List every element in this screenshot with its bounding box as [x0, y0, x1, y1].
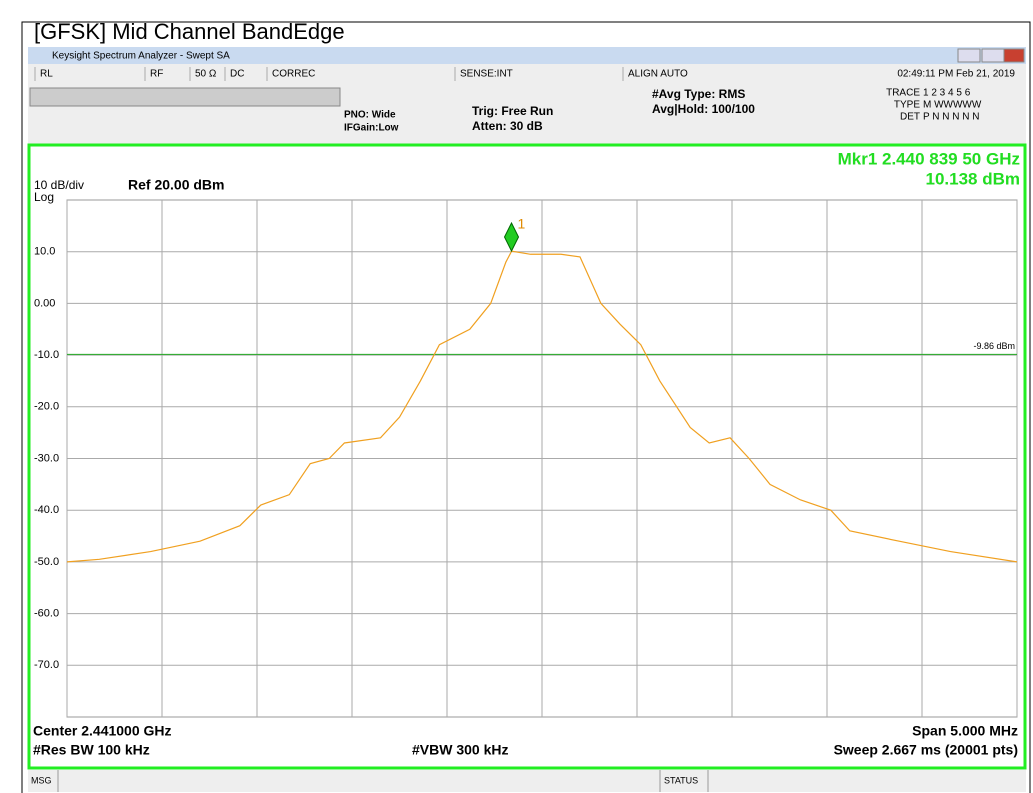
type-label: TYPE — [894, 100, 920, 111]
y-tick-label: -10.0 — [34, 349, 59, 361]
y-tick-label: -60.0 — [34, 608, 59, 620]
marker-level: 10.138 dBm — [926, 169, 1021, 188]
ref-level: Ref 20.00 dBm — [128, 177, 224, 193]
display-line-label: -9.86 dBm — [973, 341, 1015, 351]
close-button[interactable] — [1003, 48, 1025, 63]
y-tick-label: 0.00 — [34, 297, 55, 309]
minimize-button[interactable] — [957, 48, 981, 63]
status-item: RL — [40, 69, 53, 80]
trig: Trig: Free Run — [472, 104, 553, 118]
datetime: 02:49:11 PM Feb 21, 2019 — [897, 69, 1015, 80]
scale: 10 dB/div — [34, 178, 84, 192]
avg-type: #Avg Type: RMS — [652, 87, 745, 101]
sweep: Sweep 2.667 ms (20001 pts) — [834, 742, 1018, 758]
det-values: P N N N N N — [923, 112, 980, 123]
trace — [66, 250, 1018, 563]
rbw: #Res BW 100 kHz — [33, 742, 150, 758]
status-item: DC — [230, 69, 244, 80]
avg-hold: Avg|Hold: 100/100 — [652, 102, 755, 116]
y-tick-label: 10.0 — [34, 246, 55, 258]
y-tick-label: -40.0 — [34, 504, 59, 516]
vbw: #VBW 300 kHz — [412, 742, 508, 758]
status-item: RF — [150, 69, 163, 80]
trace-values: 1 2 3 4 5 6 — [923, 88, 971, 99]
message-bar — [28, 770, 1026, 792]
status: STATUS — [664, 775, 698, 785]
scale-type: Log — [34, 190, 54, 204]
input-box — [29, 87, 341, 107]
y-tick-label: -70.0 — [34, 659, 59, 671]
window-titlebar — [28, 47, 1026, 64]
span: Span 5.000 MHz — [912, 723, 1018, 739]
maximize-button[interactable] — [981, 48, 1005, 63]
page-title: [GFSK] Mid Channel BandEdge — [34, 19, 345, 44]
type-values: M WWWWW — [923, 100, 982, 111]
y-tick-label: -50.0 — [34, 556, 59, 568]
status-item: 50 Ω — [195, 69, 217, 80]
window-title: Keysight Spectrum Analyzer - Swept SA — [52, 51, 230, 62]
ifgain: IFGain:Low — [344, 123, 399, 134]
atten: Atten: 30 dB — [472, 119, 543, 133]
y-tick-label: -20.0 — [34, 401, 59, 413]
y-tick-label: -30.0 — [34, 452, 59, 464]
status-item: ALIGN AUTO — [628, 69, 688, 80]
trace-label: TRACE — [886, 88, 920, 99]
status-items: RL RF 50 Ω DC CORREC SENSE:INT ALIGN AUTO — [34, 67, 688, 81]
msg: MSG — [31, 775, 52, 785]
pno: PNO: Wide — [344, 110, 396, 121]
marker-frequency: Mkr1 2.440 839 50 GHz — [838, 149, 1020, 168]
marker-label: 1 — [518, 216, 526, 232]
center: Center 2.441000 GHz — [33, 723, 172, 739]
plot: 10.0 0.00 -10.0 -20.0 -30.0 -40.0 -50.0 -60.0 -7… — [34, 199, 1018, 718]
det-label: DET — [900, 112, 920, 123]
marker — [503, 221, 520, 253]
status-item: SENSE:INT — [460, 69, 513, 80]
status-item: CORREC — [272, 69, 315, 80]
display-frame — [27, 143, 1027, 770]
